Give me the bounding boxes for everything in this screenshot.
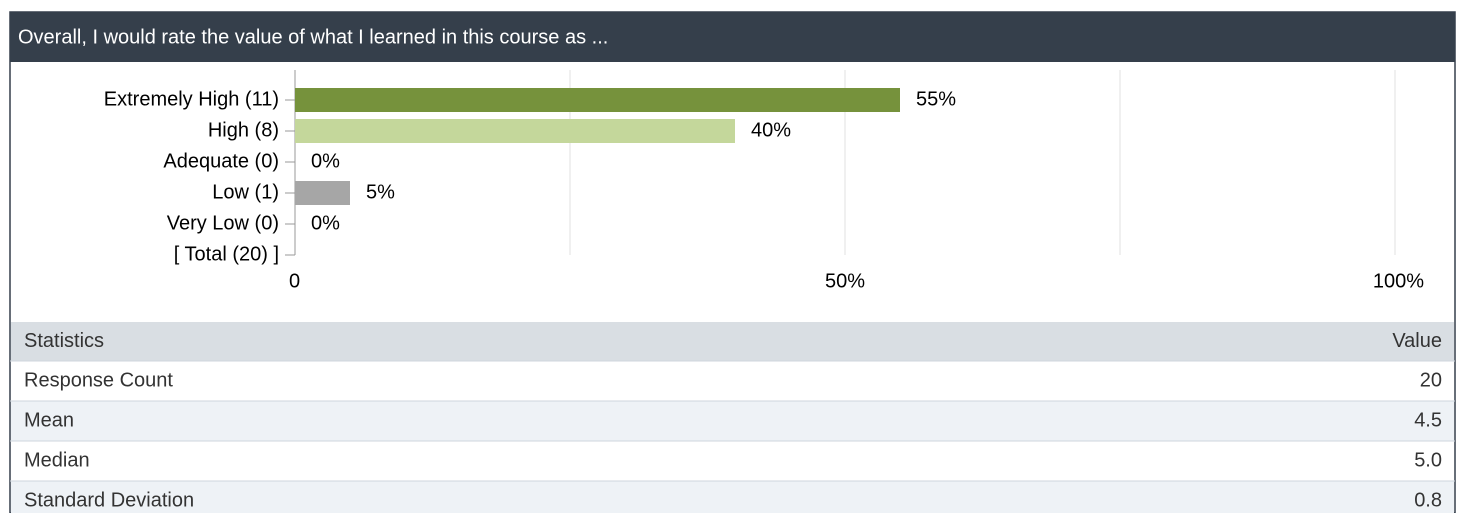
value-label: 5% bbox=[366, 181, 395, 203]
category-label: High (8) bbox=[208, 119, 279, 141]
table-row bbox=[11, 361, 1454, 401]
cell: Mean bbox=[24, 409, 74, 431]
x-tick-label: 100% bbox=[1373, 270, 1424, 292]
cell: Standard Deviation bbox=[24, 489, 194, 511]
column-header: Value bbox=[1392, 330, 1442, 352]
value-label: 40% bbox=[751, 119, 791, 141]
cell: Response Count bbox=[24, 369, 173, 391]
x-tick-label: 0 bbox=[289, 270, 300, 292]
column-header: Statistics bbox=[24, 330, 104, 352]
category-label: [ Total (20) ] bbox=[174, 243, 279, 265]
header-bar bbox=[10, 12, 1455, 62]
table-row bbox=[11, 441, 1454, 481]
cell: 20 bbox=[1420, 369, 1442, 391]
header-title: Overall, I would rate the value of what … bbox=[18, 26, 608, 48]
category-label: Very Low (0) bbox=[167, 212, 279, 234]
value-label: 55% bbox=[916, 88, 956, 110]
table-header bbox=[11, 322, 1454, 361]
x-tick-label: 50% bbox=[825, 270, 865, 292]
table-row bbox=[11, 481, 1454, 513]
bar bbox=[295, 181, 350, 205]
cell: 0.8 bbox=[1414, 489, 1442, 511]
category-label: Adequate (0) bbox=[163, 150, 279, 172]
value-label: 0% bbox=[311, 150, 340, 172]
cell: 4.5 bbox=[1414, 409, 1442, 431]
value-label: 0% bbox=[311, 212, 340, 234]
table-row bbox=[11, 401, 1454, 441]
cell: Median bbox=[24, 449, 90, 471]
bar bbox=[295, 88, 900, 112]
cell: 5.0 bbox=[1414, 449, 1442, 471]
bar bbox=[295, 119, 735, 143]
category-label: Low (1) bbox=[212, 181, 279, 203]
category-label: Extremely High (11) bbox=[104, 88, 279, 110]
